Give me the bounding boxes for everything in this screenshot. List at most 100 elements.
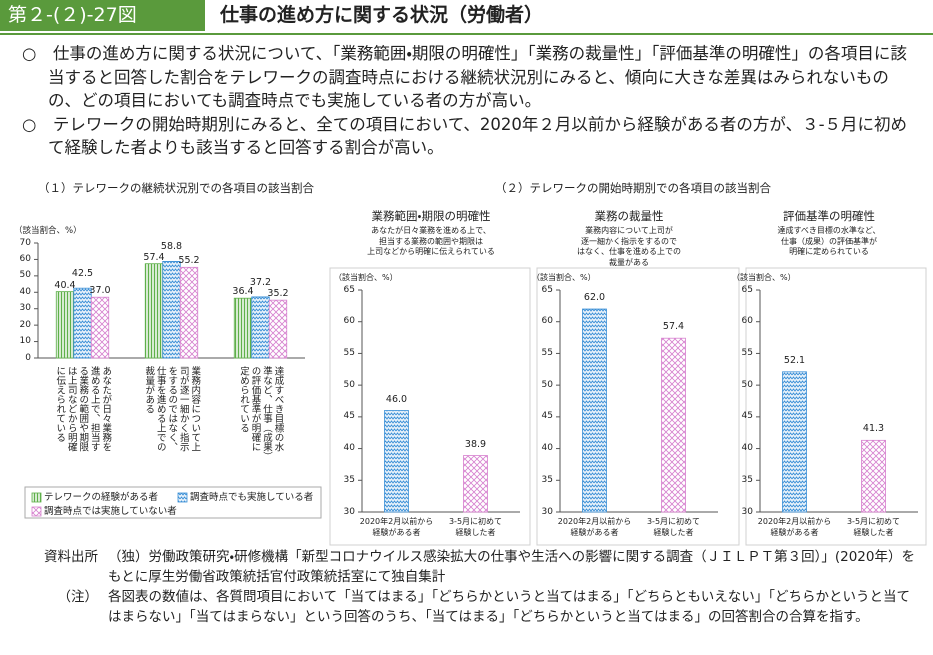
- bar: [661, 337, 686, 513]
- x-tick-label: 2020年2月以前から 経験がある者: [557, 517, 632, 537]
- summary-point: ○ 仕事の進め方に関する状況について、「業務範囲・期限の明確性」「業務の裁量性」…: [22, 44, 907, 110]
- y-tick-label: 20: [19, 319, 31, 330]
- y-tick-label: 60: [741, 316, 753, 327]
- value-label: 57.4: [143, 251, 165, 263]
- y-tick-label: 55: [541, 348, 553, 359]
- value-label: 37.2: [249, 276, 272, 288]
- y-axis-label: （該当割合、%）: [14, 226, 82, 236]
- value-label: 62.0: [583, 292, 606, 304]
- y-tick-label: 50: [343, 379, 355, 390]
- value-label: 42.5: [71, 268, 94, 280]
- bar: [162, 260, 181, 359]
- y-tick-label: 40: [541, 443, 553, 454]
- note-text: 各図表の数値は、各質問項目において「当てはまる」「どちらかというと当てはまる」「…: [108, 589, 911, 625]
- value-label: 36.4: [232, 286, 254, 298]
- x-tick-label: 達成すべき目標の水準など、仕事（成果）の評価基準が明確に定められている: [238, 366, 284, 457]
- panel-description: 業務内容について上司が 逐一細かく指示をするので はなく、仕事を進める上での 裁…: [577, 226, 681, 267]
- bar: [384, 410, 409, 513]
- y-tick-label: 50: [741, 379, 753, 390]
- panel-title: 業務の裁量性: [594, 209, 664, 223]
- value-label: 40.4: [54, 279, 76, 291]
- legend-swatch: [177, 492, 188, 503]
- figure-title: 仕事の進め方に関する状況（労働者）: [220, 4, 544, 26]
- note-label: （注）: [57, 589, 99, 605]
- y-tick-label: 65: [343, 284, 355, 295]
- value-label: 55.2: [178, 255, 200, 267]
- y-tick-label: 0: [25, 352, 31, 363]
- legend-box: [24, 486, 322, 519]
- y-tick-label: 55: [343, 348, 355, 359]
- legend-swatch: [31, 492, 42, 503]
- figure-number: 第２-(２)-27図: [0, 0, 205, 31]
- header-rule: [0, 33, 933, 35]
- bar: [144, 263, 164, 359]
- bar: [582, 308, 607, 513]
- bar: [90, 296, 110, 359]
- value-label: 52.1: [783, 354, 806, 366]
- y-tick-label: 35: [541, 474, 553, 485]
- bar: [251, 296, 270, 359]
- summary: ○ 仕事の進め方に関する状況について、「業務範囲・期限の明確性」「業務の裁量性」…: [22, 42, 917, 160]
- y-tick-label: 60: [541, 316, 553, 327]
- note-label: 資料出所: [44, 549, 98, 565]
- y-axis-label: （該当割合、%）: [532, 273, 596, 282]
- y-tick-label: 65: [541, 284, 553, 295]
- y-tick-label: 50: [541, 379, 553, 390]
- legend-label: 調査時点では実施していない者: [44, 506, 177, 517]
- y-tick-label: 55: [741, 348, 753, 359]
- legend-swatch: [31, 506, 42, 517]
- y-tick-label: 30: [741, 506, 753, 517]
- bar: [463, 455, 488, 513]
- y-axis-label: （該当割合、%）: [732, 273, 796, 282]
- bar: [179, 266, 199, 359]
- x-tick-label: 3-5月に初めて 経験した者: [448, 517, 503, 537]
- bar: [268, 299, 288, 359]
- y-tick-label: 40: [19, 286, 31, 297]
- bar: [782, 371, 807, 513]
- value-label: 38.9: [464, 438, 487, 450]
- y-tick-label: 45: [541, 411, 553, 422]
- panel-title: 業務範囲・期限の明確性: [371, 209, 491, 223]
- y-tick-label: 40: [343, 443, 355, 454]
- y-tick-label: 60: [19, 254, 31, 265]
- notes: 資料出所 （独）労働政策研究・研修機構「新型コロナウイルス感染拡大の仕事や生活への…: [20, 547, 920, 627]
- panel-title: 評価基準の明確性: [783, 209, 875, 223]
- summary-point: ○ テレワークの開始時期別にみると、全ての項目において、2020年２月以前から経…: [22, 114, 908, 158]
- bar: [73, 287, 92, 359]
- x-tick-label: 2020年2月以前から 経験がある者: [757, 517, 832, 537]
- note-row: 資料出所 （独）労働政策研究・研修機構「新型コロナウイルス感染拡大の仕事や生活への…: [20, 547, 920, 587]
- value-label: 37.0: [89, 285, 111, 297]
- legend-label: テレワークの経験がある者: [44, 492, 159, 503]
- y-tick-label: 50: [19, 270, 31, 281]
- x-tick-label: 2020年2月以前から 経験がある者: [359, 517, 434, 537]
- bar: [55, 291, 75, 359]
- value-label: 46.0: [385, 393, 408, 405]
- panel-description: あなたが日々業務を進める上で、 担当する業務の範囲や期限は 上司などから明確に伝…: [367, 226, 495, 256]
- panel-frame: [745, 267, 927, 546]
- y-tick-label: 65: [741, 284, 753, 295]
- value-label: 57.4: [662, 321, 685, 333]
- panel-description: 達成すべき目標の水準など、 仕事（成果）の評価基準が 明確に定められている: [777, 226, 881, 256]
- bar: [861, 439, 886, 513]
- y-tick-label: 40: [741, 443, 753, 454]
- value-label: 35.2: [267, 288, 289, 300]
- panel-frame: [536, 267, 740, 546]
- x-tick-label: 3-5月に初めて 経験した者: [646, 517, 701, 537]
- y-tick-label: 70: [19, 237, 31, 248]
- x-tick-label: あなたが日々業務を進める上で、担当する業務の範囲や期限は上司などから明確に伝えら…: [54, 366, 112, 452]
- y-tick-label: 60: [343, 316, 355, 327]
- value-label: 41.3: [862, 423, 885, 435]
- y-tick-label: 30: [343, 506, 355, 517]
- note-row: （注） 各図表の数値は、各質問項目において「当てはまる」「どちらかというと当てはま…: [20, 587, 920, 627]
- bar: [233, 297, 253, 359]
- y-axis-label: （該当割合、%）: [334, 273, 398, 282]
- y-tick-label: 30: [541, 506, 553, 517]
- y-tick-label: 30: [19, 303, 31, 314]
- legend-label: 調査時点でも実施している者: [190, 492, 314, 503]
- x-tick-label: 業務内容について上司が逐一細かく指示をするのではなく、仕事を進める上での裁量があ…: [143, 366, 201, 452]
- y-tick-label: 45: [741, 411, 753, 422]
- y-tick-label: 10: [19, 336, 31, 347]
- section-title: （１）テレワークの継続状況別での各項目の該当割合: [38, 181, 314, 195]
